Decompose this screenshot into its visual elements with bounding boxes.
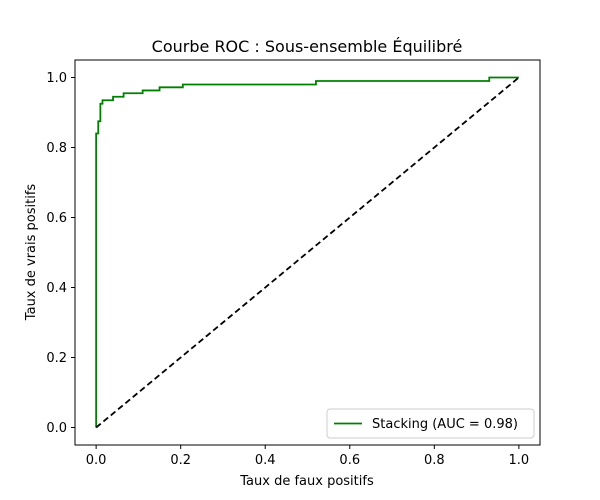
x-tick-label: 0.2 [170, 453, 191, 468]
x-tick-label: 1.0 [509, 453, 530, 468]
y-tick-label: 1.0 [46, 71, 67, 86]
legend: Stacking (AUC = 0.98) [326, 408, 535, 439]
legend-box [326, 408, 535, 439]
x-axis-label: Taux de faux positifs [239, 474, 374, 489]
y-tick-label: 0.4 [46, 281, 67, 296]
series-layer [95, 76, 520, 429]
y-axis-label: Taux de vrais positifs [24, 184, 39, 322]
chart-title: Courbe ROC : Sous-ensemble Équilibré [152, 37, 463, 56]
series-line-stacking [95, 76, 519, 428]
y-tick-label: 0.0 [46, 421, 67, 436]
x-axis-ticks: 0.0 0.2 0.4 0.6 0.8 1.0 [86, 445, 529, 468]
y-axis-ticks: 0.0 0.2 0.4 0.6 0.8 1.0 [46, 71, 75, 436]
x-tick-label: 0.4 [255, 453, 276, 468]
legend-label-stacking: Stacking (AUC = 0.98) [372, 417, 518, 432]
series-line-chance-diagonal [95, 76, 520, 429]
x-tick-label: 0.8 [424, 453, 445, 468]
x-tick-label: 0.6 [339, 453, 360, 468]
y-tick-label: 0.2 [46, 351, 67, 366]
plot-frame [74, 59, 541, 446]
y-tick-label: 0.8 [46, 141, 67, 156]
y-tick-label: 0.6 [46, 211, 67, 226]
x-tick-label: 0.0 [86, 453, 107, 468]
